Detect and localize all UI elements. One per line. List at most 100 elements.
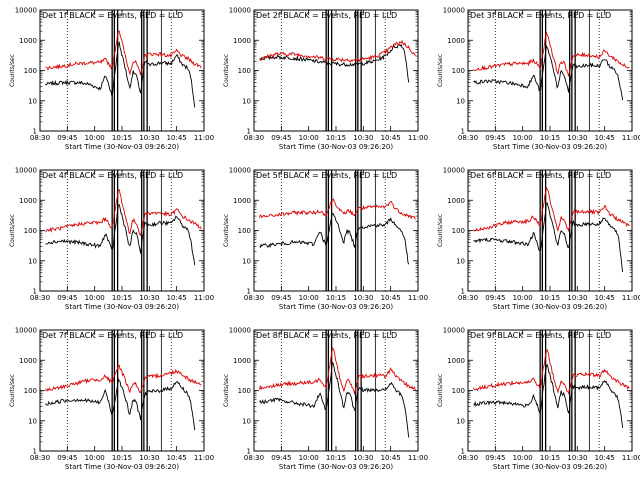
- y-tick-label: 1: [247, 288, 251, 296]
- panel-title: Det 6f BLACK = Events, RED = LLD: [470, 171, 611, 180]
- x-tick-label: 10:15: [540, 454, 560, 462]
- x-tick-label: 10:00: [85, 454, 105, 462]
- x-tick-label: 09:45: [271, 134, 291, 142]
- y-tick-label: 100: [452, 387, 465, 395]
- x-tick-label: 10:30: [139, 454, 159, 462]
- x-tick-label: 09:45: [485, 294, 505, 302]
- series-line-events: [473, 202, 624, 273]
- plot-frame: [39, 9, 205, 132]
- y-tick-label: 1000: [233, 357, 251, 365]
- x-tick-label: 10:00: [85, 294, 105, 302]
- y-tick-label: 1000: [447, 37, 465, 45]
- x-axis-label: Start Time (30-Nov-03 09:26:20): [65, 303, 179, 311]
- x-axis-label: Start Time (30-Nov-03 09:26:20): [493, 303, 607, 311]
- y-tick-label: 10000: [443, 327, 465, 335]
- x-tick-label: 09:45: [271, 454, 291, 462]
- x-tick-label: 10:15: [326, 134, 346, 142]
- y-axis-label: Counts/sec: [223, 54, 230, 87]
- series-line-lld: [473, 31, 630, 77]
- y-tick-label: 1: [461, 128, 465, 136]
- x-tick-label: 11:00: [194, 454, 214, 462]
- y-tick-label: 1: [33, 288, 37, 296]
- panel-7: 1 10 100 1000 10000 08:30 09:45 10:00 10:15 10:30…: [9, 327, 214, 472]
- x-tick-label: 08:30: [30, 454, 50, 462]
- y-tick-label: 1000: [19, 37, 37, 45]
- series-line-events: [45, 204, 196, 266]
- panel-title: Det 1f BLACK = Events, RED = LLD: [42, 11, 183, 20]
- x-tick-label: 08:30: [244, 454, 264, 462]
- x-tick-label: 10:30: [567, 454, 587, 462]
- y-tick-label: 1: [247, 128, 251, 136]
- x-tick-label: 10:00: [299, 294, 319, 302]
- x-tick-label: 08:30: [244, 294, 264, 302]
- x-tick-label: 10:15: [112, 134, 132, 142]
- x-tick-label: 08:30: [458, 294, 478, 302]
- x-tick-label: 08:30: [244, 134, 264, 142]
- x-tick-label: 10:00: [299, 134, 319, 142]
- y-tick-label: 10: [456, 417, 465, 425]
- panel-2: 1 10 100 1000 10000 08:30 09:45 10:00 10:15 10:30…: [223, 7, 428, 152]
- panel-title: Det 8f BLACK = Events, RED = LLD: [256, 331, 397, 340]
- x-tick-label: 10:30: [353, 134, 373, 142]
- plot-frame: [467, 169, 633, 292]
- y-tick-label: 100: [238, 387, 251, 395]
- x-tick-label: 11:00: [194, 134, 214, 142]
- x-tick-label: 10:30: [139, 134, 159, 142]
- x-tick-label: 08:30: [458, 134, 478, 142]
- y-axis-label: Counts/sec: [223, 214, 230, 247]
- panel-5: 1 10 100 1000 10000 08:30 09:45 10:00 10:15 10:30…: [223, 167, 428, 312]
- y-tick-label: 100: [452, 227, 465, 235]
- plot-frame: [253, 9, 419, 132]
- y-tick-label: 1000: [447, 197, 465, 205]
- series-line-events: [45, 41, 196, 108]
- y-tick-label: 10: [28, 257, 37, 265]
- x-tick-label: 10:45: [595, 294, 615, 302]
- x-axis-label: Start Time (30-Nov-03 09:26:20): [279, 303, 393, 311]
- y-tick-label: 10: [242, 97, 251, 105]
- x-tick-label: 10:15: [540, 134, 560, 142]
- y-axis-label: Counts/sec: [223, 374, 230, 407]
- x-tick-label: 10:30: [139, 294, 159, 302]
- y-axis-label: Counts/sec: [437, 214, 444, 247]
- series-line-lld: [45, 364, 202, 394]
- y-tick-label: 1000: [19, 357, 37, 365]
- y-tick-label: 10: [28, 417, 37, 425]
- panel-title: Det 9f BLACK = Events, RED = LLD: [470, 331, 611, 340]
- series-line-lld: [45, 30, 202, 76]
- x-axis-label: Start Time (30-Nov-03 09:26:20): [493, 463, 607, 471]
- x-tick-label: 10:00: [85, 134, 105, 142]
- y-axis-label: Counts/sec: [437, 54, 444, 87]
- y-tick-label: 100: [24, 387, 37, 395]
- y-tick-label: 1000: [19, 197, 37, 205]
- y-tick-label: 10000: [229, 327, 251, 335]
- x-tick-label: 10:45: [595, 454, 615, 462]
- y-axis-label: Counts/sec: [9, 374, 16, 407]
- x-tick-label: 11:00: [622, 294, 640, 302]
- panel-8: 1 10 100 1000 10000 08:30 09:45 10:00 10:15 10:30…: [223, 327, 428, 472]
- series-line-lld: [259, 198, 416, 220]
- x-tick-label: 10:00: [513, 454, 533, 462]
- y-tick-label: 10000: [443, 7, 465, 15]
- y-tick-label: 1: [461, 288, 465, 296]
- x-tick-label: 09:45: [271, 294, 291, 302]
- x-tick-label: 10:30: [353, 454, 373, 462]
- x-tick-label: 10:45: [167, 134, 187, 142]
- x-tick-label: 10:45: [595, 134, 615, 142]
- x-axis-label: Start Time (30-Nov-03 09:26:20): [279, 463, 393, 471]
- x-tick-label: 10:00: [513, 294, 533, 302]
- series-line-lld: [473, 348, 630, 395]
- x-tick-label: 10:45: [381, 134, 401, 142]
- x-tick-label: 08:30: [30, 134, 50, 142]
- x-tick-label: 09:45: [57, 294, 77, 302]
- y-tick-label: 10: [242, 417, 251, 425]
- y-tick-label: 100: [238, 67, 251, 75]
- series-line-events: [259, 361, 410, 438]
- series-line-events: [473, 363, 624, 428]
- x-tick-label: 10:15: [326, 454, 346, 462]
- x-tick-label: 10:15: [112, 294, 132, 302]
- y-tick-label: 10: [456, 97, 465, 105]
- panel-title: Det 7f BLACK = Events, RED = LLD: [42, 331, 183, 340]
- x-tick-label: 10:45: [381, 454, 401, 462]
- x-tick-label: 11:00: [408, 454, 428, 462]
- y-tick-label: 10: [242, 257, 251, 265]
